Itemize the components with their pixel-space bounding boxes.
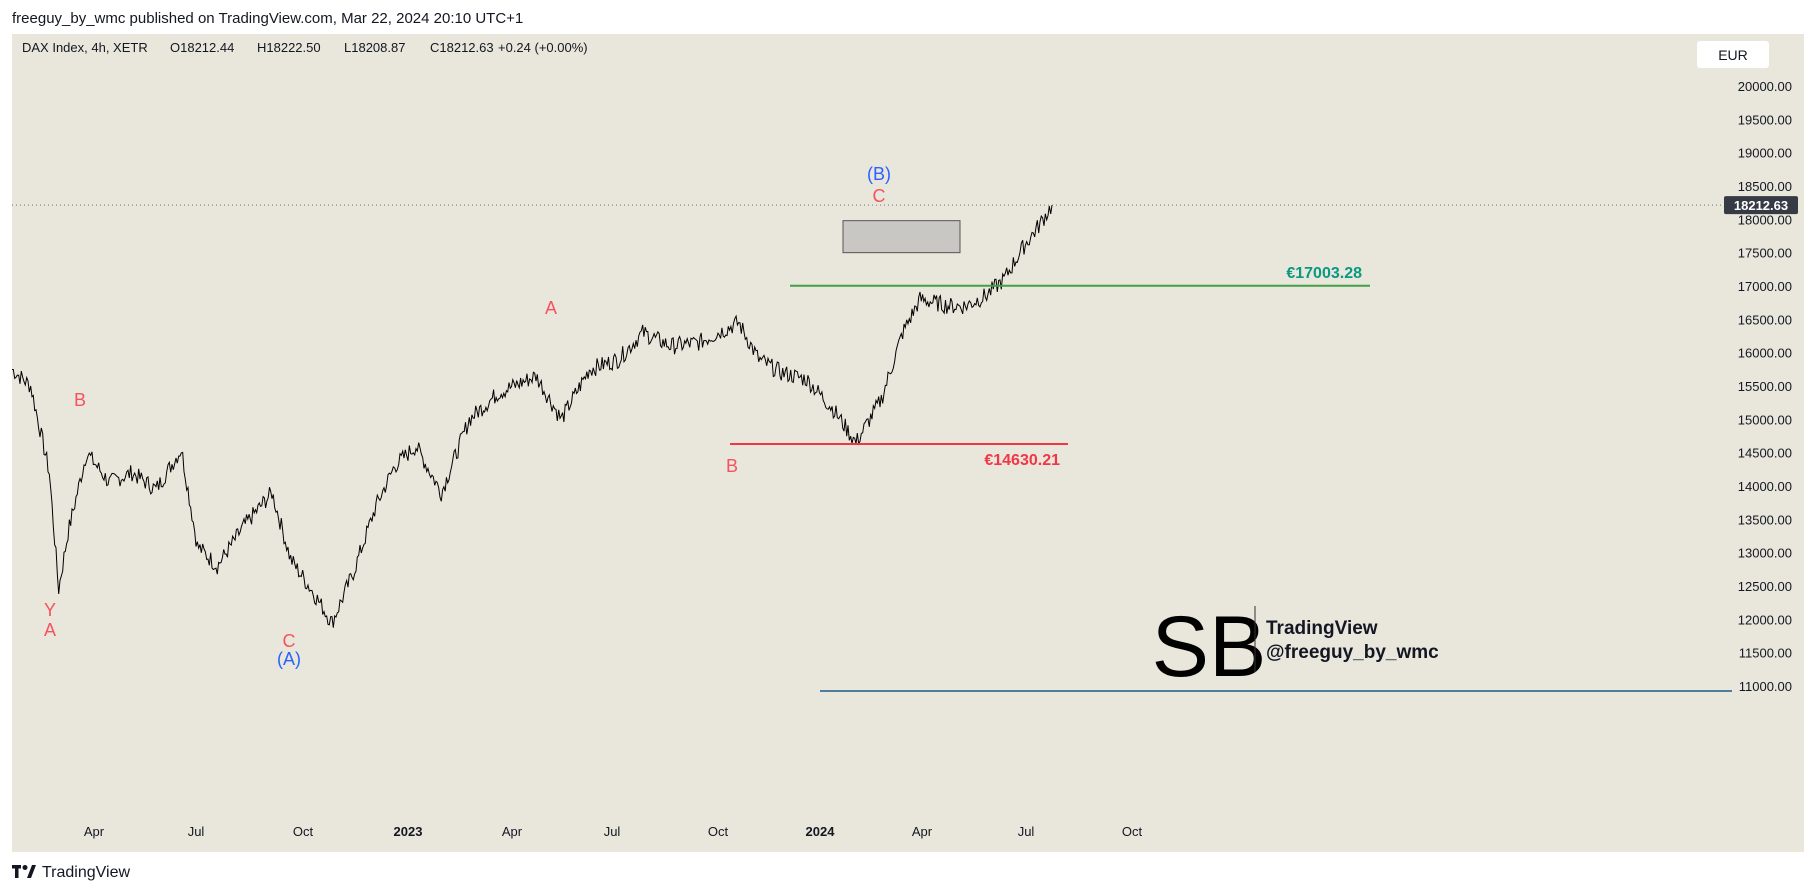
currency-button[interactable] bbox=[1697, 41, 1769, 68]
price-axis-tick: 13000.00 bbox=[1738, 546, 1792, 561]
wave-label: C bbox=[873, 186, 886, 206]
watermark-handle: @freeguy_by_wmc bbox=[1266, 642, 1439, 663]
footer-brand-label: TradingView bbox=[42, 864, 131, 881]
chart-area[interactable]: DAX Index, 4h, XETR O18212.44 H18222.50 L18… bbox=[12, 34, 1804, 852]
time-axis-tick: Jul bbox=[1018, 824, 1035, 839]
wave-label: B bbox=[74, 390, 86, 410]
wave-label: C bbox=[283, 631, 296, 651]
time-axis-tick: Oct bbox=[708, 824, 729, 839]
price-chart[interactable]: DAX Index, 4h, XETR O18212.44 H18222.50 L18… bbox=[12, 34, 1804, 852]
price-axis-tick: 16500.00 bbox=[1738, 312, 1792, 327]
legend-high: H18222.50 bbox=[257, 40, 321, 55]
legend-open: O18212.44 bbox=[170, 40, 234, 55]
wave-label: A bbox=[44, 620, 56, 640]
legend-close: C18212.63 bbox=[430, 40, 494, 55]
currency-button-label[interactable]: EUR bbox=[1718, 47, 1748, 63]
time-axis-tick: Jul bbox=[604, 824, 621, 839]
tradingview-logo-icon bbox=[12, 864, 36, 882]
target-zone-box[interactable] bbox=[842, 220, 961, 254]
price-axis-tick: 20000.00 bbox=[1738, 79, 1792, 94]
footer-brand[interactable]: TradingView bbox=[12, 864, 130, 882]
legend-low: L18208.87 bbox=[344, 40, 405, 55]
last-price-badge bbox=[1724, 196, 1798, 215]
price-axis-tick: 16000.00 bbox=[1738, 346, 1792, 361]
price-axis-tick: 15000.00 bbox=[1738, 412, 1792, 427]
time-axis-tick: Oct bbox=[293, 824, 314, 839]
price-axis-tick: 19500.00 bbox=[1738, 112, 1792, 127]
wave-label: (B) bbox=[867, 164, 891, 184]
price-axis-tick: 17500.00 bbox=[1738, 246, 1792, 261]
legend-change: +0.24 (+0.00%) bbox=[498, 40, 588, 55]
wave-label: Y bbox=[44, 600, 56, 620]
price-series-line bbox=[12, 205, 1053, 628]
price-axis-tick: 17000.00 bbox=[1738, 279, 1792, 294]
time-axis-tick: 2023 bbox=[394, 824, 423, 839]
price-axis-tick: 12000.00 bbox=[1738, 612, 1792, 627]
level-label-17003: €17003.28 bbox=[1286, 265, 1362, 282]
price-axis-tick: 14500.00 bbox=[1738, 446, 1792, 461]
time-axis-tick: Apr bbox=[84, 824, 105, 839]
price-axis-tick: 11000.00 bbox=[1739, 679, 1792, 694]
wave-label: A bbox=[545, 298, 557, 318]
price-axis-tick: 14000.00 bbox=[1738, 479, 1792, 494]
level-label-14630: €14630.21 bbox=[984, 452, 1060, 469]
price-axis-tick: 12500.00 bbox=[1738, 579, 1792, 594]
price-axis-tick: 15500.00 bbox=[1738, 379, 1792, 394]
time-axis-tick: Apr bbox=[502, 824, 523, 839]
price-axis-tick: 19000.00 bbox=[1738, 146, 1792, 161]
last-price-label: 18212.63 bbox=[1734, 198, 1788, 213]
time-axis-tick: Jul bbox=[188, 824, 205, 839]
wave-label: B bbox=[726, 456, 738, 476]
price-axis-tick: 18000.00 bbox=[1738, 212, 1792, 227]
price-axis-tick: 18500.00 bbox=[1738, 179, 1792, 194]
watermark-title: TradingView bbox=[1266, 618, 1378, 639]
time-axis-tick: Apr bbox=[912, 824, 933, 839]
time-axis-tick: Oct bbox=[1122, 824, 1143, 839]
price-axis-tick: 11500.00 bbox=[1739, 646, 1792, 661]
watermark-monogram: SB bbox=[1152, 599, 1267, 695]
published-by-line: freeguy_by_wmc published on TradingView.… bbox=[12, 10, 524, 27]
price-axis-tick: 13500.00 bbox=[1738, 512, 1792, 527]
legend-symbol: DAX Index, 4h, XETR bbox=[22, 40, 148, 55]
time-axis-tick: 2024 bbox=[806, 824, 836, 839]
wave-label: (A) bbox=[277, 649, 301, 669]
